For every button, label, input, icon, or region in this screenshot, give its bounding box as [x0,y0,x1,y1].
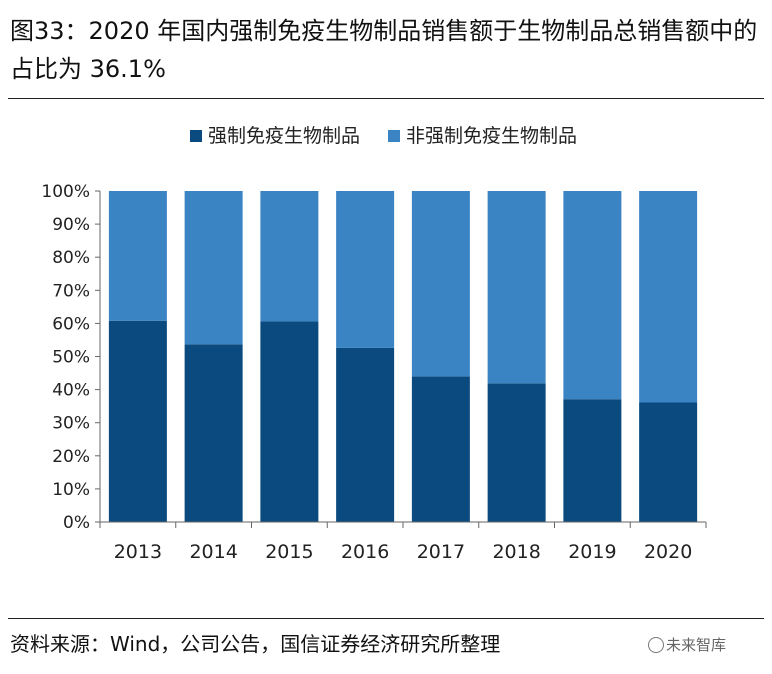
watermark-text: 未来智库 [666,636,727,654]
stacked-bar-chart: 强制免疫生物制品 非强制免疫生物制品 0% 10% 20% 30% 40% 50% 60% 70%… [41,125,707,563]
legend-swatch-2 [388,130,400,142]
x-tick-label-2019: 2019 [568,541,616,563]
y-tick-label-4: 40% [52,381,90,401]
x-tick-label-2016: 2016 [341,541,389,563]
bar-2016-series-1 [336,347,395,522]
x-tick-label-2013: 2013 [114,541,162,563]
x-tick-label-2014: 2014 [189,541,237,563]
bar-2020-series-2 [639,191,698,403]
source-note: 资料来源：Wind，公司公告，国信证券经济研究所整理 [10,632,501,656]
bar-2016-series-2 [336,191,395,348]
y-tick-label-9: 90% [52,215,90,235]
x-tick-label-2018: 2018 [492,541,540,563]
y-tick-label-1: 10% [52,480,90,500]
bar-2018-series-2 [487,191,546,384]
watermark-logo-icon [648,637,664,653]
figure-title: 图33：2020 年国内强制免疫生物制品销售额于生物制品总销售额中的占比为 36… [10,17,758,83]
bar-2014-series-1 [184,344,243,522]
y-tick-label-5: 50% [52,348,90,368]
title-divider [8,98,764,99]
bar-2013-series-1 [108,320,167,522]
y-tick-label-0: 0% [63,513,90,533]
y-tick-label-6: 60% [52,314,90,334]
footer-divider [8,618,764,619]
y-tick-label-8: 80% [52,248,90,268]
x-tick-label-2017: 2017 [417,541,465,563]
bar-2013-series-2 [108,191,167,321]
y-tick-label-2: 20% [52,447,90,467]
legend-label-1: 强制免疫生物制品 [208,125,360,147]
y-tick-label-3: 30% [52,414,90,434]
bar-2015-series-1 [260,321,319,522]
legend-label-2: 非强制免疫生物制品 [406,125,577,147]
x-tick-label-2020: 2020 [644,541,692,563]
bar-2017-series-1 [411,376,470,522]
y-tick-label-10: 100% [41,182,90,202]
x-tick-label-2015: 2015 [265,541,313,563]
bar-2020-series-1 [639,402,698,522]
bar-2015-series-2 [260,191,319,322]
watermark: 未来智库 [648,634,726,655]
legend-swatch-1 [190,130,202,142]
bar-2018-series-1 [487,383,546,522]
y-tick-label-7: 70% [52,281,90,301]
bar-2017-series-2 [411,191,470,377]
bar-2014-series-2 [184,191,243,345]
bar-2019-series-1 [563,399,622,522]
bar-2019-series-2 [563,191,622,400]
